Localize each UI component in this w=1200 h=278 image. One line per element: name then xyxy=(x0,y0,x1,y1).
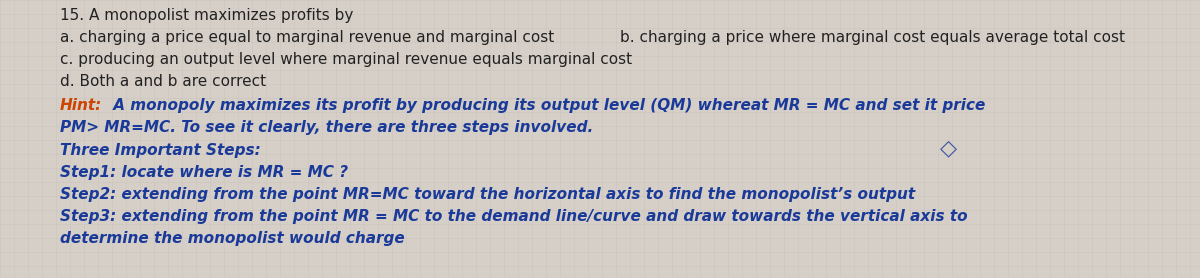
Text: Step1: locate where is MR = MC ?: Step1: locate where is MR = MC ? xyxy=(60,165,348,180)
Text: Step2: extending from the point MR=MC toward the horizontal axis to find the mon: Step2: extending from the point MR=MC to… xyxy=(60,187,916,202)
Text: ◇: ◇ xyxy=(940,138,958,158)
Text: d. Both a and b are correct: d. Both a and b are correct xyxy=(60,74,266,89)
Text: PM> MR=MC. To see it clearly, there are three steps involved.: PM> MR=MC. To see it clearly, there are … xyxy=(60,120,593,135)
Text: b. charging a price where marginal cost equals average total cost: b. charging a price where marginal cost … xyxy=(620,30,1126,45)
Text: A monopoly maximizes its profit by producing its output level (QM) whereat MR = : A monopoly maximizes its profit by produ… xyxy=(108,98,985,113)
Text: a. charging a price equal to marginal revenue and marginal cost: a. charging a price equal to marginal re… xyxy=(60,30,554,45)
Text: c. producing an output level where marginal revenue equals marginal cost: c. producing an output level where margi… xyxy=(60,52,632,67)
Text: Hint:: Hint: xyxy=(60,98,102,113)
Text: Three Important Steps:: Three Important Steps: xyxy=(60,143,260,158)
Text: determine the monopolist would charge: determine the monopolist would charge xyxy=(60,231,404,246)
Text: Step3: extending from the point MR = MC to the demand line/curve and draw toward: Step3: extending from the point MR = MC … xyxy=(60,209,967,224)
Text: 15. A monopolist maximizes profits by: 15. A monopolist maximizes profits by xyxy=(60,8,353,23)
